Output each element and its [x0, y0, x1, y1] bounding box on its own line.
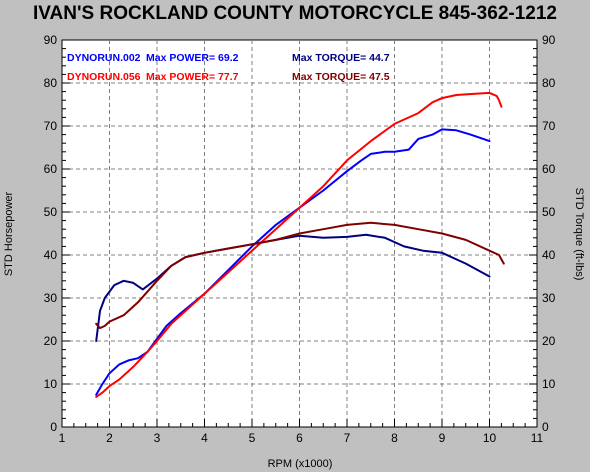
- y-axis-right-label: STD Torque (ft-lbs): [573, 188, 585, 281]
- y-left-tick-label: 10: [44, 377, 58, 391]
- x-tick-label: 6: [296, 431, 303, 445]
- x-tick-label: 5: [249, 431, 256, 445]
- y-left-tick-label: 20: [44, 334, 58, 348]
- y-right-tick-label: 0: [542, 420, 549, 434]
- y-left-tick-label: 90: [44, 33, 58, 47]
- y-right-tick-label: 80: [542, 76, 556, 90]
- y-left-tick-label: 60: [44, 162, 58, 176]
- y-right-tick-label: 50: [542, 205, 556, 219]
- x-tick-label: 10: [483, 431, 497, 445]
- y-axis-right-ticks: 0 10 20 30 40 50 60 70 80 90: [529, 33, 556, 434]
- y-right-tick-label: 10: [542, 377, 556, 391]
- x-tick-label: 3: [154, 431, 161, 445]
- x-tick-label: 7: [344, 431, 351, 445]
- legend-run-1: DYNORUN.002: [67, 52, 141, 64]
- x-axis-ticks: 1 2 3 4 5 6 7 8 9 10 11: [59, 419, 544, 445]
- x-axis-label: RPM (x1000): [268, 458, 333, 470]
- y-right-tick-label: 40: [542, 248, 556, 262]
- y-axis-left-ticks: 0 10 20 30 40 50 60 70 80 90: [44, 33, 70, 434]
- x-tick-label: 11: [531, 431, 544, 445]
- legend-run-2: DYNORUN.056: [67, 71, 141, 83]
- x-tick-label: 4: [201, 431, 208, 445]
- series-line-4: [95, 221, 505, 330]
- legend-torque-2: Max TORQUE= 47.5: [292, 71, 390, 83]
- y-left-tick-label: 30: [44, 291, 58, 305]
- y-left-tick-label: 80: [44, 76, 58, 90]
- y-right-tick-label: 70: [542, 119, 556, 133]
- legend-power-1: Max POWER= 69.2: [146, 52, 239, 64]
- y-right-tick-label: 20: [542, 334, 556, 348]
- y-right-tick-label: 90: [542, 33, 556, 47]
- y-right-tick-label: 60: [542, 162, 556, 176]
- x-tick-label: 2: [106, 431, 113, 445]
- x-tick-label: 1: [59, 431, 66, 445]
- y-right-tick-label: 30: [542, 291, 556, 305]
- y-axis-left-label: STD Horsepower: [3, 191, 15, 276]
- y-left-tick-label: 40: [44, 248, 58, 262]
- grid: [62, 40, 537, 427]
- series-line-3: [95, 91, 503, 398]
- series-line-1: [95, 128, 491, 396]
- legend-power-2: Max POWER= 77.7: [146, 71, 239, 83]
- legend: DYNORUN.002 Max POWER= 69.2 Max TORQUE= …: [67, 52, 390, 83]
- legend-torque-1: Max TORQUE= 44.7: [292, 52, 390, 64]
- series-group: [95, 91, 505, 398]
- chart-title: IVAN'S ROCKLAND COUNTY MOTORCYCLE 845-36…: [33, 3, 557, 24]
- y-left-tick-label: 70: [44, 119, 58, 133]
- x-tick-label: 8: [391, 431, 398, 445]
- y-left-tick-label: 0: [50, 420, 57, 434]
- y-left-tick-label: 50: [44, 205, 58, 219]
- x-tick-label: 9: [439, 431, 446, 445]
